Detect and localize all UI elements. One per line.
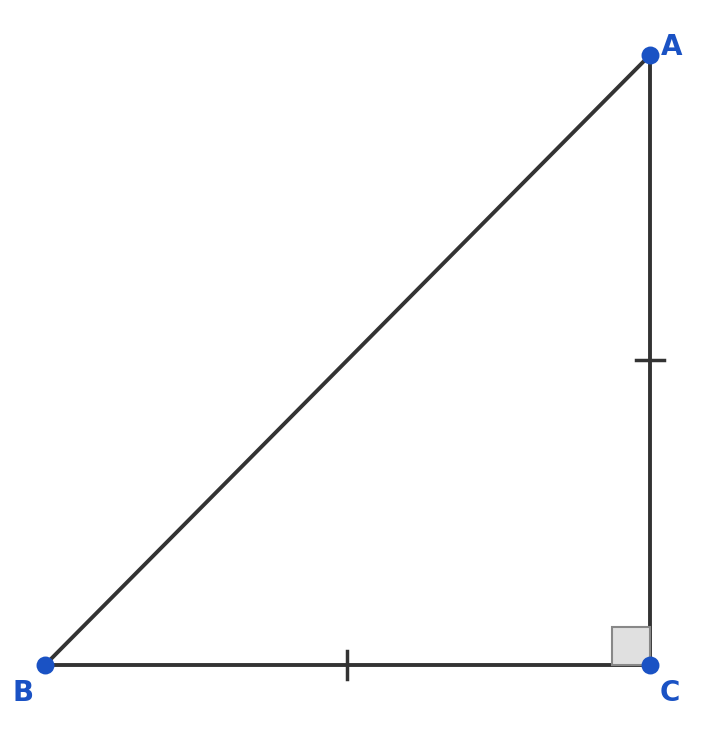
Bar <box>612 627 650 665</box>
Text: A: A <box>661 33 683 61</box>
Point <box>645 659 656 671</box>
Point <box>645 49 656 61</box>
Point <box>39 659 51 671</box>
Text: C: C <box>660 679 680 707</box>
Text: B: B <box>12 679 33 707</box>
